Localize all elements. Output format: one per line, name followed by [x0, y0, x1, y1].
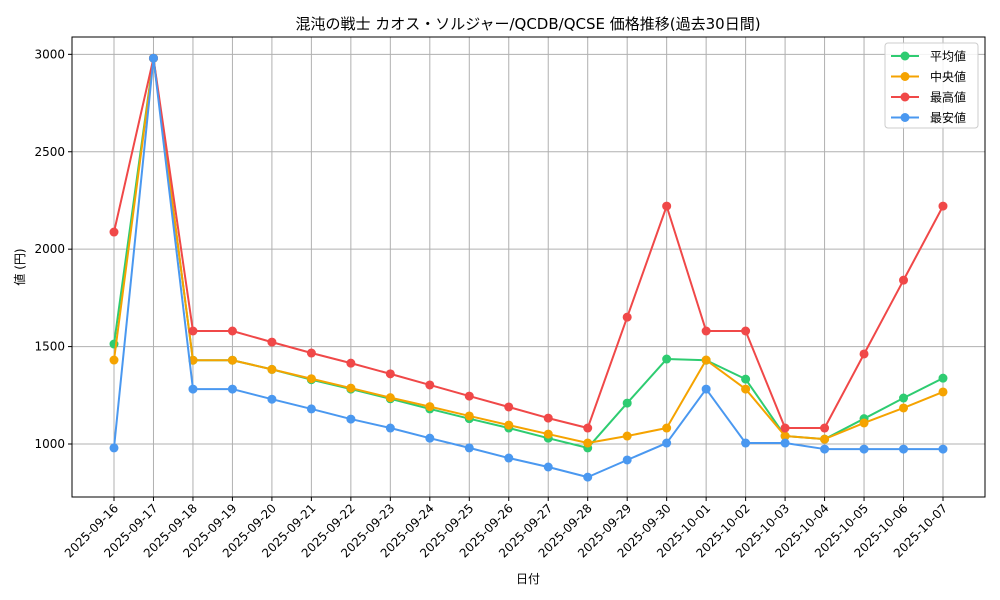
data-point: [227, 326, 237, 336]
legend-item: 最安値: [891, 110, 966, 125]
data-point: [780, 438, 790, 448]
data-point: [425, 433, 435, 443]
data-point: [938, 201, 948, 211]
data-point: [820, 434, 830, 444]
data-point: [622, 431, 632, 441]
data-point: [464, 411, 474, 421]
data-point: [504, 453, 514, 463]
data-point: [306, 404, 316, 414]
data-point: [109, 443, 119, 453]
data-point: [938, 387, 948, 397]
data-point: [859, 349, 869, 359]
data-point: [899, 393, 909, 403]
series-layer: [109, 53, 948, 482]
data-point: [148, 53, 158, 63]
plot-frame: [71, 36, 986, 498]
x-axis: 2025-09-162025-09-172025-09-182025-09-19…: [62, 497, 950, 560]
y-axis-label: 値 (円): [12, 248, 27, 285]
data-point: [464, 391, 474, 401]
data-point: [346, 358, 356, 368]
chart-title: 混沌の戦士 カオス・ソルジャー/QCDB/QCSE 価格推移(過去30日間): [295, 15, 760, 33]
data-point: [385, 369, 395, 379]
y-tick-label: 1000: [34, 437, 65, 451]
legend-item: 中央値: [891, 69, 966, 84]
data-point: [425, 402, 435, 412]
y-tick-label: 2500: [34, 145, 65, 159]
data-point: [385, 393, 395, 403]
data-point: [662, 201, 672, 211]
y-axis: 1000 1500 2000 2500 3000: [34, 47, 72, 451]
data-point: [543, 462, 553, 472]
data-point: [622, 312, 632, 322]
data-point: [741, 438, 751, 448]
data-point: [267, 337, 277, 347]
legend-label: 平均値: [930, 49, 966, 64]
y-tick-label: 3000: [34, 47, 65, 61]
y-tick-label: 2000: [34, 242, 65, 256]
data-point: [425, 380, 435, 390]
data-point: [306, 348, 316, 358]
data-point: [109, 227, 119, 237]
data-point: [109, 355, 119, 365]
data-point: [385, 423, 395, 433]
data-point: [622, 455, 632, 465]
data-point: [701, 326, 711, 336]
x-axis-label: 日付: [516, 572, 540, 586]
series-3: [109, 53, 948, 482]
data-point: [859, 444, 869, 454]
data-point: [780, 431, 790, 441]
legend-label: 中央値: [930, 69, 966, 84]
data-point: [227, 355, 237, 365]
legend-label: 最高値: [930, 90, 966, 105]
data-point: [741, 384, 751, 394]
legend-item: 最高値: [891, 90, 966, 105]
data-point: [583, 423, 593, 433]
data-point: [741, 374, 751, 384]
data-point: [464, 443, 474, 453]
data-point: [543, 413, 553, 423]
data-point: [701, 355, 711, 365]
data-point: [188, 326, 198, 336]
data-point: [662, 354, 672, 364]
data-point: [662, 438, 672, 448]
data-point: [267, 364, 277, 374]
data-point: [622, 398, 632, 408]
data-point: [820, 423, 830, 433]
data-point: [899, 275, 909, 285]
data-point: [306, 374, 316, 384]
data-point: [938, 444, 948, 454]
series-2: [109, 53, 948, 433]
data-point: [583, 472, 593, 482]
data-point: [741, 326, 751, 336]
data-point: [938, 373, 948, 383]
data-point: [504, 420, 514, 430]
data-point: [583, 438, 593, 448]
data-point: [504, 402, 514, 412]
data-point: [227, 384, 237, 394]
y-tick-label: 1500: [34, 340, 65, 354]
data-point: [780, 423, 790, 433]
data-point: [662, 423, 672, 433]
data-point: [267, 394, 277, 404]
data-point: [899, 403, 909, 413]
data-point: [820, 444, 830, 454]
legend-label: 最安値: [930, 110, 966, 125]
data-point: [859, 418, 869, 428]
data-point: [543, 429, 553, 439]
data-point: [899, 444, 909, 454]
data-point: [346, 414, 356, 424]
data-point: [188, 384, 198, 394]
data-point: [701, 384, 711, 394]
legend-item: 平均値: [891, 49, 966, 64]
grid: [72, 37, 985, 497]
data-point: [346, 383, 356, 393]
